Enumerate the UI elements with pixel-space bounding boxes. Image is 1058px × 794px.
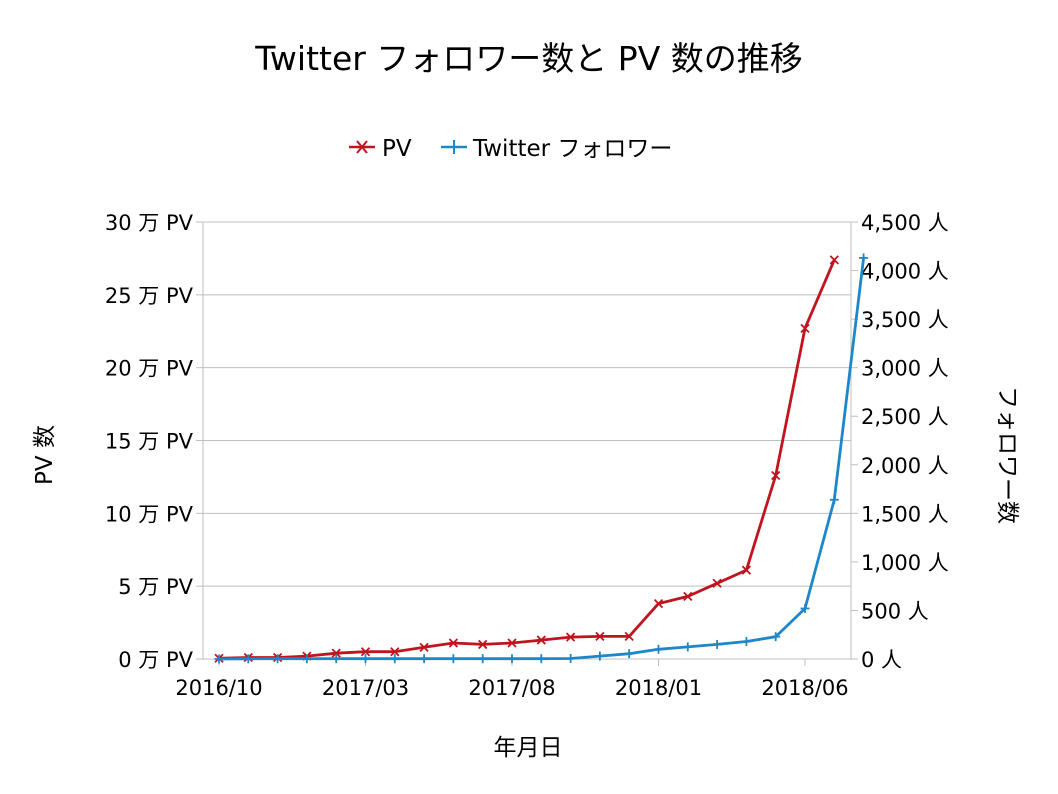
data-point <box>800 604 810 614</box>
data-point <box>419 654 429 664</box>
data-point <box>566 654 576 664</box>
x-axis: 2016/10 2017/03 2017/08 2018/01 2018/06 <box>175 659 849 700</box>
data-point <box>331 654 341 664</box>
x-tick-label: 2017/08 <box>468 676 555 700</box>
data-point <box>478 639 488 650</box>
y-right-tick-label: 2,500 人 <box>861 405 949 429</box>
y-left-tick-label: 0 万 PV <box>118 648 193 672</box>
series-line <box>218 259 836 660</box>
data-point <box>595 651 605 661</box>
data-point <box>419 642 429 652</box>
data-point <box>243 654 253 664</box>
series-0 <box>214 255 839 663</box>
data-point <box>390 654 400 664</box>
y-left-tick-label: 15 万 PV <box>105 430 194 454</box>
y-axis-right: 0 人 500 人 1,000 人 1,500 人 2,000 人 2,500 人 3,00… <box>851 211 949 672</box>
data-point <box>741 637 751 647</box>
data-point <box>331 648 341 658</box>
data-point <box>829 495 839 505</box>
y-left-tick-label: 5 万 PV <box>118 575 193 599</box>
data-point <box>653 599 664 609</box>
y-right-tick-label: 1,000 人 <box>861 551 949 575</box>
data-point <box>273 654 283 664</box>
data-point <box>654 644 663 654</box>
y-axis-left: 0 万 PV 5 万 PV 10 万 PV 15 万 PV 20 万 PV 25 万 PV… <box>105 211 203 672</box>
legend: PV Twitter フォロワー <box>349 136 672 162</box>
series-1 <box>214 253 869 664</box>
data-point <box>624 631 634 642</box>
data-point <box>536 654 546 664</box>
x-tick-label: 2017/03 <box>322 676 409 700</box>
data-point <box>214 654 224 664</box>
y-right-tick-label: 3,500 人 <box>861 308 949 332</box>
legend-twitter-label: Twitter フォロワー <box>472 136 672 162</box>
data-point <box>829 255 839 265</box>
y-right-tick-label: 1,500 人 <box>861 502 949 526</box>
legend-pv-label: PV <box>382 136 412 162</box>
legend-pv-marker <box>349 140 375 154</box>
gridlines <box>203 221 851 660</box>
data-point <box>624 649 634 659</box>
data-point <box>771 632 781 642</box>
y-right-tick-label: 0 人 <box>861 648 902 672</box>
data-point <box>683 642 693 652</box>
data-point <box>361 654 370 664</box>
x-tick-label: 2018/06 <box>761 676 848 700</box>
data-point <box>478 654 488 664</box>
y-right-tick-label: 4,500 人 <box>861 211 949 235</box>
y-axis-right-title: フォロワー数 <box>994 386 1020 524</box>
y-left-tick-label: 20 万 PV <box>105 357 194 381</box>
data-point <box>741 565 752 575</box>
y-right-tick-label: 4,000 人 <box>861 260 949 284</box>
data-point <box>302 654 312 664</box>
series-line <box>218 257 865 661</box>
data-point <box>536 635 546 645</box>
y-left-tick-label: 25 万 PV <box>105 284 194 308</box>
data-point <box>360 647 371 657</box>
x-tick-label: 2018/01 <box>615 676 702 700</box>
y-left-tick-label: 30 万 PV <box>105 211 194 235</box>
data-point <box>507 638 517 648</box>
data-point <box>507 654 517 664</box>
data-point <box>859 253 869 263</box>
data-point <box>683 591 693 601</box>
data-point <box>448 638 459 648</box>
series-layer <box>214 253 869 664</box>
x-tick-label: 2016/10 <box>175 676 262 700</box>
data-point <box>565 632 576 642</box>
y-right-tick-label: 3,000 人 <box>861 357 949 381</box>
y-axis-left-title: PV 数 <box>32 425 58 485</box>
chart-title: Twitter フォロワー数と PV 数の推移 <box>254 39 803 78</box>
y-right-tick-label: 500 人 <box>861 599 929 623</box>
data-point <box>712 639 722 649</box>
data-point <box>595 631 605 642</box>
legend-twitter-marker <box>441 140 467 154</box>
data-point <box>771 470 781 481</box>
y-right-tick-label: 2,000 人 <box>861 454 949 478</box>
data-point <box>800 323 810 333</box>
x-axis-title: 年月日 <box>494 735 563 761</box>
data-point <box>712 578 722 588</box>
data-point <box>448 654 458 664</box>
y-left-tick-label: 10 万 PV <box>105 502 194 526</box>
data-point <box>390 647 400 657</box>
